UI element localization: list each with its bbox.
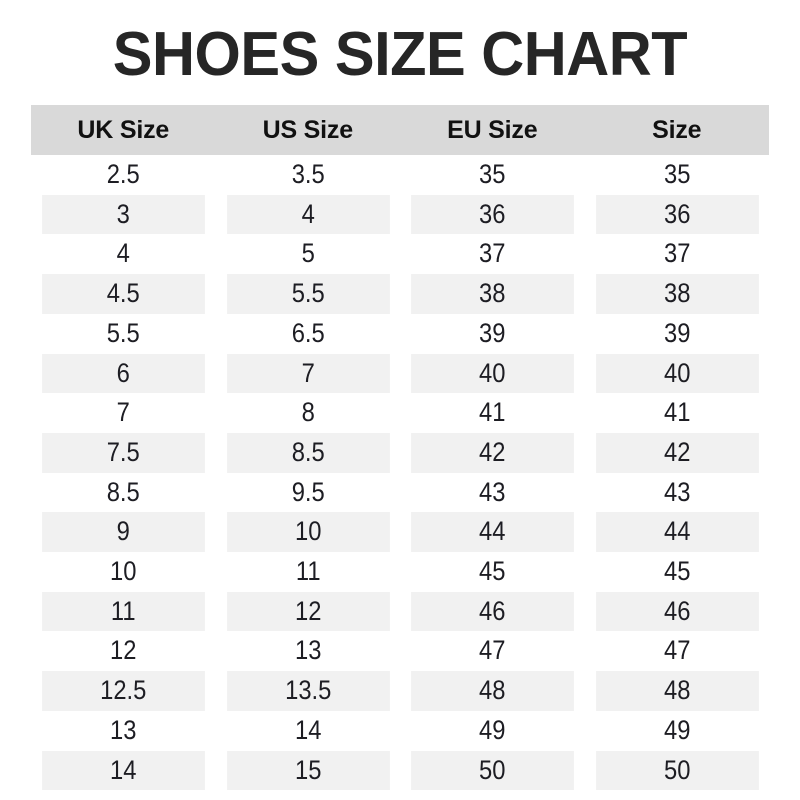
cell-size: 48 xyxy=(595,671,758,711)
page-title: SHOES SIZE CHART xyxy=(112,20,688,89)
cell-us-size: 6.5 xyxy=(226,313,389,354)
cell-eu-size: 36 xyxy=(411,194,574,235)
cell-uk-size: 7.5 xyxy=(42,432,205,473)
cell-size: 42 xyxy=(595,432,758,473)
cell-us-size: 8 xyxy=(226,393,389,433)
cell-eu-size: 43 xyxy=(411,472,574,513)
table-row: 2.5 3.5 35 35 xyxy=(31,155,769,195)
table-row: 8.5 9.5 43 43 xyxy=(31,472,769,513)
cell-uk-size: 3 xyxy=(42,194,205,235)
cell-uk-size: 8.5 xyxy=(42,472,205,513)
cell-size: 49 xyxy=(595,710,758,751)
cell-uk-size: 4.5 xyxy=(42,274,205,314)
cell-size: 37 xyxy=(595,234,758,275)
table-body: 2.5 3.5 35 35 3 4 36 36 4 5 37 37 4.5 5.… xyxy=(31,155,769,791)
cell-uk-size: 6 xyxy=(42,353,205,394)
column-header-us-size: US Size xyxy=(215,105,400,155)
cell-us-size: 11 xyxy=(226,552,389,592)
table-row: 12.5 13.5 48 48 xyxy=(31,671,769,711)
cell-us-size: 9.5 xyxy=(226,472,389,513)
cell-us-size: 5.5 xyxy=(226,274,389,314)
table-row: 4 5 37 37 xyxy=(31,234,769,275)
cell-uk-size: 14 xyxy=(42,750,205,791)
cell-eu-size: 35 xyxy=(411,155,574,195)
cell-uk-size: 11 xyxy=(42,591,205,632)
cell-uk-size: 2.5 xyxy=(42,155,205,195)
table-row: 7 8 41 41 xyxy=(31,393,769,433)
cell-uk-size: 7 xyxy=(42,393,205,433)
cell-size: 45 xyxy=(595,552,758,592)
cell-uk-size: 12 xyxy=(42,631,205,672)
cell-eu-size: 50 xyxy=(411,750,574,791)
cell-size: 43 xyxy=(595,472,758,513)
cell-size: 41 xyxy=(595,393,758,433)
cell-us-size: 5 xyxy=(226,234,389,275)
cell-us-size: 13 xyxy=(226,631,389,672)
column-header-uk-size: UK Size xyxy=(31,105,216,155)
cell-uk-size: 4 xyxy=(42,234,205,275)
cell-uk-size: 10 xyxy=(42,552,205,592)
table-row: 10 11 45 45 xyxy=(31,552,769,592)
cell-size: 39 xyxy=(595,313,758,354)
cell-us-size: 13.5 xyxy=(226,671,389,711)
cell-eu-size: 49 xyxy=(411,710,574,751)
cell-eu-size: 42 xyxy=(411,432,574,473)
table-row: 12 13 47 47 xyxy=(31,631,769,672)
table-row: 11 12 46 46 xyxy=(31,591,769,632)
cell-us-size: 15 xyxy=(226,750,389,791)
cell-uk-size: 5.5 xyxy=(42,313,205,354)
cell-size: 47 xyxy=(595,631,758,672)
cell-size: 38 xyxy=(595,274,758,314)
cell-uk-size: 13 xyxy=(42,710,205,751)
cell-eu-size: 46 xyxy=(411,591,574,632)
column-header-eu-size: EU Size xyxy=(400,105,585,155)
cell-us-size: 14 xyxy=(226,710,389,751)
cell-eu-size: 38 xyxy=(411,274,574,314)
table-header: UK Size US Size EU Size Size xyxy=(31,105,769,155)
cell-us-size: 4 xyxy=(226,194,389,235)
cell-eu-size: 39 xyxy=(411,313,574,354)
cell-us-size: 3.5 xyxy=(226,155,389,195)
cell-size: 46 xyxy=(595,591,758,632)
table-row: 14 15 50 50 xyxy=(31,750,769,791)
cell-size: 44 xyxy=(595,512,758,553)
cell-eu-size: 44 xyxy=(411,512,574,553)
column-header-size: Size xyxy=(584,105,769,155)
cell-uk-size: 12.5 xyxy=(42,671,205,711)
cell-eu-size: 48 xyxy=(411,671,574,711)
cell-eu-size: 37 xyxy=(411,234,574,275)
cell-us-size: 12 xyxy=(226,591,389,632)
shoe-size-table: UK Size US Size EU Size Size 2.5 3.5 35 … xyxy=(31,105,769,791)
table-header-row: UK Size US Size EU Size Size xyxy=(31,105,769,155)
cell-size: 36 xyxy=(595,194,758,235)
cell-eu-size: 47 xyxy=(411,631,574,672)
cell-us-size: 8.5 xyxy=(226,432,389,473)
table-row: 5.5 6.5 39 39 xyxy=(31,313,769,354)
cell-size: 50 xyxy=(595,750,758,791)
cell-eu-size: 45 xyxy=(411,552,574,592)
cell-us-size: 7 xyxy=(226,353,389,394)
cell-eu-size: 40 xyxy=(411,353,574,394)
cell-size: 35 xyxy=(595,155,758,195)
cell-us-size: 10 xyxy=(226,512,389,553)
table-row: 4.5 5.5 38 38 xyxy=(31,274,769,314)
cell-uk-size: 9 xyxy=(42,512,205,553)
table-row: 3 4 36 36 xyxy=(31,194,769,235)
cell-size: 40 xyxy=(595,353,758,394)
cell-eu-size: 41 xyxy=(411,393,574,433)
table-row: 6 7 40 40 xyxy=(31,353,769,394)
table-row: 13 14 49 49 xyxy=(31,710,769,751)
table-row: 7.5 8.5 42 42 xyxy=(31,432,769,473)
table-row: 9 10 44 44 xyxy=(31,512,769,553)
